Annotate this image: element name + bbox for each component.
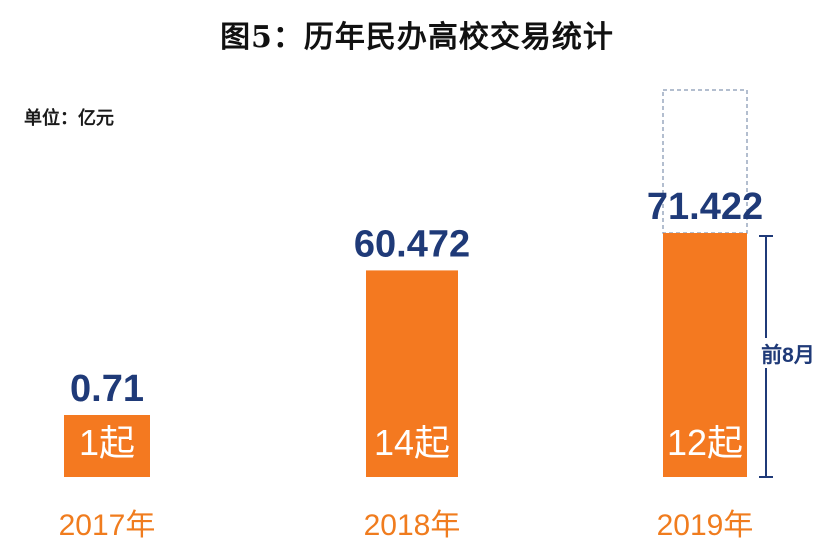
- annotation-label: 前8月: [761, 343, 815, 367]
- unit-label: 单位：亿元: [24, 108, 114, 128]
- bar-count-label: 14起: [374, 422, 450, 463]
- chart-title: 图5：历年民办高校交易统计: [220, 20, 614, 55]
- value-label: 60.472: [354, 223, 470, 265]
- value-label: 0.71: [70, 368, 144, 410]
- category-label: 2019年: [657, 509, 754, 542]
- bar: [366, 270, 458, 477]
- bar-count-label: 1起: [79, 422, 135, 463]
- bars-layer: 0.71 1起 2017年 60.472 14起 2018年 71.422 12起 2019年 前…: [59, 89, 824, 542]
- annotation-background: [752, 338, 824, 368]
- bar: [64, 415, 150, 477]
- category-label: 2018年: [364, 509, 461, 542]
- value-label: 71.422: [647, 186, 763, 228]
- category-label: 2017年: [59, 509, 156, 542]
- bar: [663, 233, 747, 477]
- bar-count-label: 12起: [667, 422, 743, 463]
